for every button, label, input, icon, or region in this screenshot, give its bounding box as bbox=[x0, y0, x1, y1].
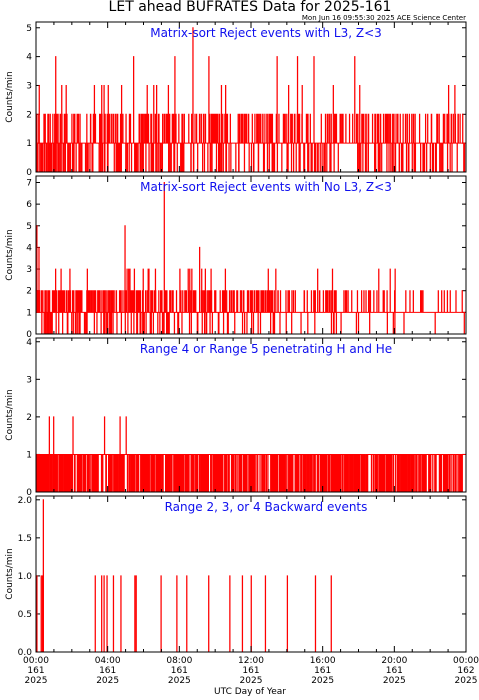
panel-4: 0.0 0.5 1.0 1.5 2.0 Range 2, 3, or 4 Backward… bbox=[5, 495, 467, 658]
x-tick-day: 161 bbox=[171, 666, 188, 676]
y-tick-label: 2 bbox=[26, 413, 32, 423]
x-tick-year: 2025 bbox=[311, 676, 334, 686]
y-tick-label: 1 bbox=[26, 139, 32, 149]
x-axis-labels: 00:00161202504:00161202508:00161202512:0… bbox=[23, 656, 479, 686]
x-tick-time: 04:00 bbox=[95, 656, 121, 666]
panel-title: Matrix-sort Reject events with L3, Z<3 bbox=[150, 26, 382, 40]
y-tick-label: 1 bbox=[26, 450, 32, 460]
y-tick-label: 4 bbox=[26, 338, 32, 348]
x-tick-day: 161 bbox=[242, 666, 259, 676]
panels-group: 0 1 2 3 4 5 Matrix-sort Reject events with L3,… bbox=[5, 21, 467, 658]
x-tick-day: 161 bbox=[386, 666, 403, 676]
panel-title: Matrix-sort Reject events with No L3, Z<… bbox=[140, 180, 392, 194]
figure-title: LET ahead BUFRATES Data for 2025-161 bbox=[109, 0, 392, 15]
panel-title: Range 2, 3, or 4 Backward events bbox=[165, 500, 368, 514]
y-tick-label: 4 bbox=[26, 53, 32, 63]
x-tick-year: 2025 bbox=[240, 676, 263, 686]
y-axis-title: Counts/min bbox=[5, 548, 15, 599]
x-tick-year: 2025 bbox=[383, 676, 406, 686]
panel-2: 0 1 2 3 4 5 6 7 Matrix-sort Reject events with N… bbox=[5, 175, 467, 340]
x-tick-day: 161 bbox=[27, 666, 44, 676]
x-tick-time: 12:00 bbox=[238, 656, 264, 666]
y-tick-label: 3 bbox=[26, 375, 32, 385]
panel-1: 0 1 2 3 4 5 Matrix-sort Reject events with L3,… bbox=[5, 21, 467, 178]
x-tick-year: 2025 bbox=[25, 676, 48, 686]
y-tick-label: 0 bbox=[26, 488, 32, 498]
y-tick-label: 2 bbox=[26, 287, 32, 297]
x-tick-time: 00:00 bbox=[23, 656, 49, 666]
y-tick-label: 0.5 bbox=[18, 610, 32, 620]
x-tick-day: 161 bbox=[314, 666, 331, 676]
y-axis-title: Counts/min bbox=[5, 71, 15, 122]
y-tick-label: 2.0 bbox=[18, 496, 33, 506]
x-tick-year: 2025 bbox=[168, 676, 191, 686]
y-tick-label: 1 bbox=[26, 308, 32, 318]
x-tick-time: 16:00 bbox=[310, 656, 336, 666]
x-tick-year: 2025 bbox=[455, 676, 478, 686]
y-tick-label: 2 bbox=[26, 110, 32, 120]
y-tick-label: 0 bbox=[26, 330, 32, 340]
y-tick-label: 1.5 bbox=[18, 534, 32, 544]
y-tick-label: 6 bbox=[26, 200, 32, 210]
x-tick-time: 08:00 bbox=[166, 656, 192, 666]
y-axis-title: Counts/min bbox=[5, 229, 15, 280]
x-tick-time: 20:00 bbox=[381, 656, 407, 666]
y-tick-label: 5 bbox=[26, 24, 32, 34]
panel-title: Range 4 or Range 5 penetrating H and He bbox=[140, 342, 392, 356]
y-tick-label: 1.0 bbox=[18, 572, 33, 582]
y-tick-label: 3 bbox=[26, 265, 32, 275]
x-tick-day: 162 bbox=[457, 666, 474, 676]
counts-series bbox=[35, 181, 466, 335]
timestamp-label: Mon Jun 16 09:55:30 2025 ACE Science Cen… bbox=[302, 14, 466, 22]
x-tick-year: 2025 bbox=[96, 676, 119, 686]
y-tick-label: 0 bbox=[26, 168, 32, 178]
y-tick-label: 7 bbox=[26, 178, 32, 188]
x-tick-day: 161 bbox=[99, 666, 116, 676]
y-tick-label: 3 bbox=[26, 81, 32, 91]
panel-3: 0 1 2 3 4 Range 4 or Range 5 penetrating H an… bbox=[5, 337, 467, 498]
y-tick-label: 4 bbox=[26, 243, 32, 253]
counts-series bbox=[36, 499, 466, 653]
x-tick-time: 00:00 bbox=[453, 656, 479, 666]
y-axis-title: Counts/min bbox=[5, 389, 15, 440]
counts-series bbox=[36, 416, 466, 493]
x-axis-title: UTC Day of Year bbox=[214, 687, 286, 697]
y-tick-label: 0.0 bbox=[18, 648, 33, 658]
y-tick-label: 5 bbox=[26, 222, 32, 232]
counts-series bbox=[36, 27, 466, 173]
